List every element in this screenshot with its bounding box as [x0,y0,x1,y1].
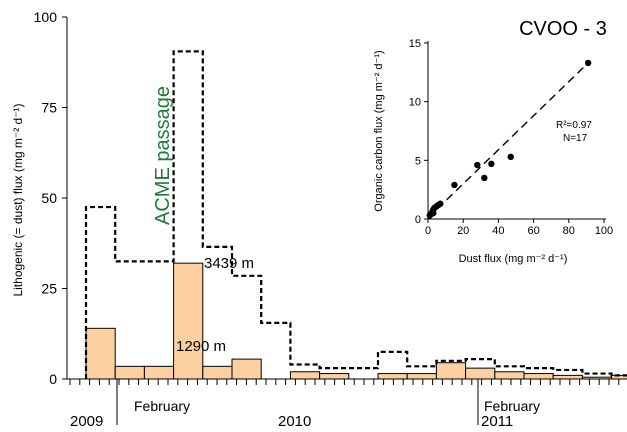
inset-x-tick-label: 40 [492,225,504,237]
inset-x-tick-label: 20 [457,225,469,237]
y-tick-label: 75 [41,100,57,116]
chart-title: CVOO - 3 [519,18,607,40]
series-label: 3439 m [204,255,254,272]
scatter-point [437,200,444,207]
bar [552,374,583,380]
bar [377,373,408,380]
x-tick-label: February [484,398,540,414]
scatter-point [481,174,488,182]
inset-y-tick-label: 15 [409,38,421,50]
inset-axes-group: 0 20 40 60 80 100 0 5 10 15 [409,38,613,237]
y-axis-label: Lithogenic (= dust) flux (mg m⁻² d⁻¹) [11,103,25,296]
bar [435,362,467,380]
bar [85,327,116,380]
bar [202,365,233,380]
x-tick-label: February [134,398,190,414]
scatter-point [451,181,458,189]
inset-stat: R²=0.97 [556,120,592,131]
scatter-point [488,160,495,168]
bars-group [85,262,627,380]
series-label: 1290 m [176,338,226,355]
bar [289,371,321,380]
inset-y-tick-label: 10 [409,97,421,109]
inset-y-tick-label: 5 [415,155,421,167]
inset-y-axis-label: Organic carbon flux (mg m⁻² d⁻¹) [373,50,385,211]
x-tick-label: 2011 [481,413,513,430]
inset-x-tick-label: 100 [595,225,613,237]
y-tick-label: 25 [41,281,57,297]
inset-x-tick-label: 0 [425,225,431,237]
bar [523,373,554,380]
bar [494,371,525,380]
x-tick-label: 2009 [70,413,103,430]
regression-line [427,62,589,219]
inset-x-axis-label: Dust flux (mg m⁻² d⁻¹) [459,253,568,265]
y-tick-label: 50 [41,190,57,206]
scatter-point [430,209,437,217]
bar [231,358,262,380]
bar [173,262,204,380]
inset-x-tick-label: 60 [527,225,539,237]
scatter-point [474,161,481,169]
inset-stat: N=17 [563,133,588,144]
y-tick-label: 100 [34,9,58,25]
inset-scatter-chart: 0 20 40 60 80 100 0 5 10 15 R²=0.97 N=17 Dust flu… [373,38,613,265]
inset-y-tick-label: 0 [415,214,421,226]
inset-x-tick-label: 80 [563,225,575,237]
scatter-point [507,153,514,161]
bar [114,365,145,380]
scatter-point [584,59,592,67]
annotation-text: ACME passage [152,86,174,225]
bar [465,367,496,380]
bar [143,365,175,380]
bar [319,373,350,380]
x-tick-label: 2010 [278,413,311,430]
bar [406,373,437,380]
y-tick-label: 0 [49,371,57,387]
series-line [84,50,627,379]
